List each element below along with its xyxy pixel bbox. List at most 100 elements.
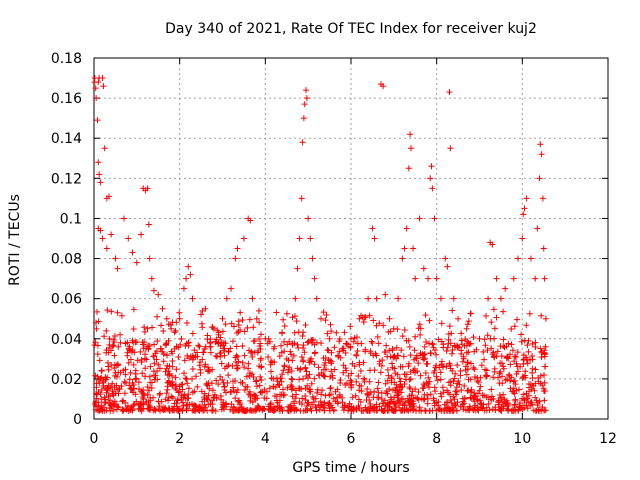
data-point xyxy=(179,406,186,413)
data-point xyxy=(368,338,375,345)
data-point xyxy=(539,404,546,411)
data-point xyxy=(146,387,153,394)
data-point xyxy=(234,245,241,252)
data-point xyxy=(133,375,140,382)
data-point xyxy=(328,349,335,356)
data-point xyxy=(381,407,388,414)
data-point xyxy=(471,366,478,373)
data-point xyxy=(388,374,395,381)
data-point xyxy=(463,371,470,378)
data-point xyxy=(491,353,498,360)
data-point xyxy=(99,75,106,82)
data-point xyxy=(355,396,362,403)
data-point xyxy=(356,315,363,322)
data-point xyxy=(353,405,360,412)
data-point xyxy=(382,349,389,356)
data-point xyxy=(537,141,544,148)
data-point xyxy=(301,101,308,108)
data-points xyxy=(91,75,549,414)
data-point xyxy=(319,387,326,394)
data-point xyxy=(447,397,454,404)
data-point xyxy=(443,387,450,394)
data-point xyxy=(244,406,251,413)
data-point xyxy=(250,324,257,331)
data-point xyxy=(230,384,237,391)
data-point xyxy=(132,376,139,383)
data-point xyxy=(542,387,549,394)
data-point xyxy=(258,363,265,370)
data-point xyxy=(375,379,382,386)
data-point xyxy=(194,349,201,356)
data-point xyxy=(349,406,356,413)
data-point xyxy=(331,407,338,414)
data-point xyxy=(470,334,477,341)
data-point xyxy=(366,378,373,385)
data-point xyxy=(102,384,109,391)
data-point xyxy=(395,295,402,302)
data-point xyxy=(204,332,211,339)
data-point xyxy=(209,407,216,414)
data-point xyxy=(501,396,508,403)
data-point xyxy=(425,381,432,388)
data-point xyxy=(242,383,249,390)
data-point xyxy=(152,376,159,383)
data-point xyxy=(407,352,414,359)
data-point xyxy=(219,376,226,383)
data-point xyxy=(146,255,153,262)
data-point xyxy=(359,314,366,321)
data-point xyxy=(431,384,438,391)
data-point xyxy=(331,344,338,351)
data-point xyxy=(306,386,313,393)
data-point xyxy=(318,340,325,347)
data-point xyxy=(371,367,378,374)
data-point xyxy=(508,341,515,348)
data-point xyxy=(470,406,477,413)
data-point xyxy=(445,404,452,411)
data-point xyxy=(391,379,398,386)
data-point xyxy=(92,399,99,406)
data-point xyxy=(159,305,166,312)
data-point xyxy=(358,388,365,395)
data-point xyxy=(141,355,148,362)
data-point xyxy=(308,407,315,414)
data-point xyxy=(250,391,257,398)
data-point xyxy=(402,376,409,383)
data-point xyxy=(481,336,488,343)
data-point xyxy=(364,385,371,392)
data-point xyxy=(460,406,467,413)
data-point xyxy=(96,357,103,364)
data-point xyxy=(391,365,398,372)
data-point xyxy=(444,399,451,406)
data-point xyxy=(232,378,239,385)
data-point xyxy=(125,346,132,353)
data-point xyxy=(410,406,417,413)
data-point xyxy=(217,353,224,360)
data-point xyxy=(523,402,530,409)
data-point xyxy=(147,363,154,370)
data-point xyxy=(117,331,124,338)
data-point xyxy=(199,356,206,363)
data-point xyxy=(266,338,273,345)
data-point xyxy=(130,389,137,396)
data-point xyxy=(252,395,259,402)
data-point xyxy=(524,360,531,367)
data-point xyxy=(234,329,241,336)
data-point xyxy=(447,145,454,152)
data-point xyxy=(460,355,467,362)
data-point xyxy=(429,340,436,347)
data-point xyxy=(281,391,288,398)
data-point xyxy=(525,348,532,355)
data-point xyxy=(542,315,549,322)
data-point xyxy=(448,330,455,337)
data-point xyxy=(227,345,234,352)
data-point xyxy=(447,391,454,398)
data-point xyxy=(457,368,464,375)
data-point xyxy=(326,335,333,342)
data-point xyxy=(208,397,215,404)
data-point xyxy=(407,145,414,152)
data-point xyxy=(281,338,288,345)
data-point xyxy=(318,391,325,398)
data-point xyxy=(345,372,352,379)
data-point xyxy=(173,386,180,393)
data-point xyxy=(152,350,159,357)
